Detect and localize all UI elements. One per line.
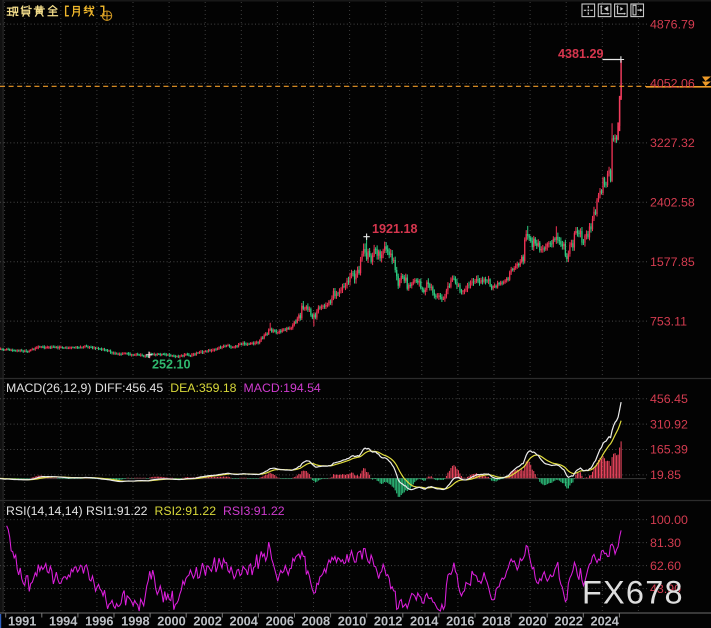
- svg-text:1921.18: 1921.18: [372, 222, 418, 236]
- svg-text:2008: 2008: [302, 614, 330, 628]
- svg-text:2020: 2020: [518, 614, 546, 628]
- svg-text:2000: 2000: [157, 614, 185, 628]
- svg-text:4052.06: 4052.06: [650, 77, 695, 91]
- svg-text:165.39: 165.39: [650, 443, 688, 457]
- svg-text:2402.58: 2402.58: [650, 196, 695, 210]
- svg-text:4381.29: 4381.29: [558, 47, 604, 61]
- svg-text:2014: 2014: [410, 614, 439, 628]
- svg-text:2004: 2004: [229, 614, 258, 628]
- svg-text:4876.79: 4876.79: [650, 17, 695, 31]
- svg-text:3227.32: 3227.32: [650, 136, 695, 150]
- svg-text:FX678: FX678: [582, 575, 684, 611]
- svg-text:100.00: 100.00: [650, 513, 688, 527]
- svg-text:2016: 2016: [446, 614, 474, 628]
- svg-text:62.60: 62.60: [650, 559, 681, 573]
- svg-text:1998: 1998: [121, 614, 149, 628]
- svg-text:1577.85: 1577.85: [650, 255, 695, 269]
- svg-text:252.10: 252.10: [152, 358, 191, 372]
- svg-text:2012: 2012: [374, 614, 402, 628]
- svg-text:2006: 2006: [266, 614, 294, 628]
- svg-text:2018: 2018: [482, 614, 510, 628]
- svg-text:456.45: 456.45: [650, 392, 688, 406]
- svg-text:1996: 1996: [85, 614, 113, 628]
- svg-text:310.92: 310.92: [650, 417, 688, 431]
- svg-text:1991: 1991: [8, 614, 36, 628]
- svg-text:2022: 2022: [554, 614, 582, 628]
- svg-text:2002: 2002: [193, 614, 221, 628]
- svg-text:2024: 2024: [590, 614, 619, 628]
- svg-text:43.90: 43.90: [650, 582, 681, 596]
- svg-text:1994: 1994: [49, 614, 78, 628]
- svg-text:753.11: 753.11: [650, 314, 687, 328]
- svg-text:19.85: 19.85: [650, 468, 681, 482]
- svg-text:81.30: 81.30: [650, 536, 681, 550]
- svg-text:2010: 2010: [338, 614, 366, 628]
